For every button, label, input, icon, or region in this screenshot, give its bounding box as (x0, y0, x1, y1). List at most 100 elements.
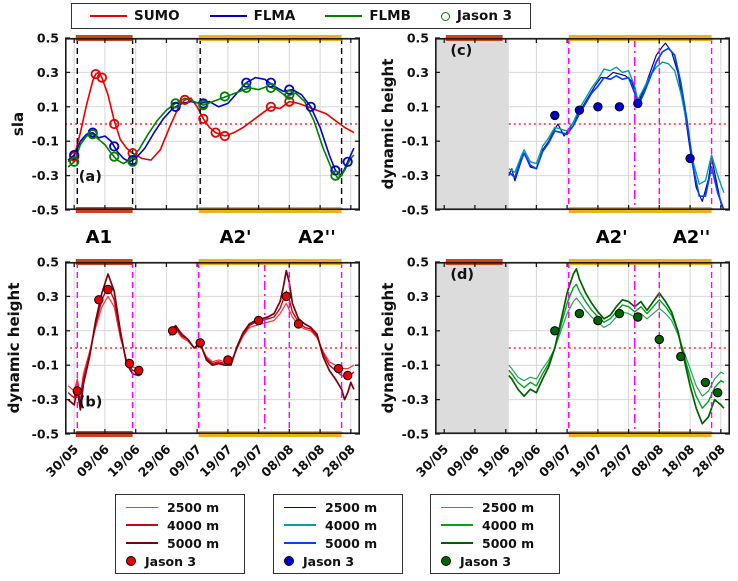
panel-letter: (d) (450, 267, 474, 283)
section-label-a2: A2' (595, 227, 628, 248)
svg-text:19/07: 19/07 (197, 442, 235, 480)
svg-text:0.3: 0.3 (407, 289, 429, 304)
x-tick-labels: 30/0509/0619/0629/0609/0719/0729/0708/08… (43, 441, 358, 480)
legend-label: SUMO (134, 8, 180, 24)
marker-jason-3-flmb (219, 91, 230, 102)
legend-label: FLMA (253, 8, 296, 24)
jason3-markers (550, 308, 723, 398)
series-lines (508, 42, 725, 211)
marker-jason-3 (124, 358, 135, 369)
marker-jason-3 (633, 312, 643, 322)
marker-jason-3-flmb (330, 170, 341, 181)
marker-jason-3 (333, 363, 344, 374)
series-2500-m (67, 295, 355, 395)
legend-top-item-flmb: FLMB (325, 8, 411, 24)
marker-jason-3-flmb (265, 82, 276, 94)
svg-text:29/07: 29/07 (227, 442, 265, 480)
marker-jason-3 (281, 291, 292, 302)
svg-text:-0.5: -0.5 (402, 203, 429, 218)
svg-text:-0.1: -0.1 (32, 358, 59, 373)
marker-jason-3 (72, 386, 82, 396)
svg-text:0.5: 0.5 (37, 31, 59, 46)
event-lines (76, 262, 343, 434)
marker-jason-3-flmb (127, 156, 138, 167)
legend-label: Jason 3 (460, 553, 512, 569)
svg-text:-0.5: -0.5 (402, 427, 429, 442)
svg-text:0.1: 0.1 (407, 99, 429, 114)
svg-text:-0.5: -0.5 (32, 427, 59, 442)
jason3-dot-icon (284, 556, 294, 566)
svg-text:18/08: 18/08 (289, 442, 327, 480)
marker-jason-3 (343, 370, 353, 381)
tick-marks (65, 37, 360, 211)
ylabel-panel-c: dynamic height (379, 58, 397, 190)
y-tick-labels: 0.5 0.3 0.1 -0.1 -0.3 -0.5 (402, 255, 429, 442)
marker-jason-3 (94, 295, 104, 305)
marker-jason-3-sumo (179, 94, 190, 106)
marker-jason-3-flma (330, 165, 341, 176)
svg-text:0.5: 0.5 (407, 255, 429, 270)
svg-text:-0.1: -0.1 (32, 134, 59, 149)
no-data-region (435, 262, 509, 434)
jason3-markers (550, 98, 695, 164)
marker-jason-3-sumo (198, 113, 209, 124)
marker-jason-3 (103, 284, 113, 295)
ylabel-panel-a: sla (9, 111, 27, 137)
legend-box-flma-depths: 2500 m 4000 m 5000 m Jason 3 (273, 494, 403, 574)
depth-line-sample-icon (284, 542, 316, 544)
svg-text:08/08: 08/08 (628, 442, 666, 480)
jason3-dot-icon (126, 556, 136, 566)
svg-text:-0.1: -0.1 (402, 134, 429, 149)
svg-text:09/07: 09/07 (166, 442, 204, 480)
svg-text:09/06: 09/06 (74, 441, 113, 480)
legend-label: 4000 m (167, 517, 220, 533)
svg-text:-0.3: -0.3 (32, 168, 59, 183)
marker-jason-3-flma (305, 101, 316, 112)
axes-frame (435, 38, 730, 210)
marker-jason-3 (253, 315, 264, 326)
tick-marks (435, 37, 730, 211)
marker-jason-3-flma (170, 101, 181, 112)
legend-row-4000-m: 4000 m (441, 517, 559, 533)
marker-jason-3 (633, 98, 643, 109)
section-label-a1: A1 (85, 227, 113, 248)
depth-line-sample-icon (284, 524, 316, 526)
ylabel-panel-b: dynamic height (5, 282, 23, 414)
panel-a-plot: 0.5 0.3 0.1 -0.1 -0.3 -0.5 (a) (32, 31, 360, 218)
panel-c-plot: 0.5 0.3 0.1 -0.1 -0.3 -0.5 (c) (402, 31, 730, 218)
legend-top-item-sumo: SUMO (90, 8, 180, 24)
legend-top-item-flma: FLMA (209, 8, 296, 24)
svg-text:28/08: 28/08 (689, 442, 727, 480)
marker-jason-3-sumo (284, 96, 295, 107)
depth-line-sample-icon (441, 506, 473, 508)
marker-jason-3 (195, 338, 205, 348)
marker-jason-3 (593, 315, 603, 326)
marker-jason-3-flmb (69, 156, 80, 167)
depth-line-sample-icon (441, 524, 473, 526)
svg-text:0.3: 0.3 (37, 65, 59, 80)
svg-text:29/06: 29/06 (135, 441, 174, 480)
svg-text:19/07: 19/07 (567, 442, 605, 480)
event-lines (567, 262, 713, 434)
marker-jason-3-flma (241, 77, 252, 88)
svg-text:0.1: 0.1 (407, 323, 429, 338)
jason3-markers (72, 284, 353, 396)
legend-label: Jason 3 (303, 553, 355, 569)
legend-label: 2500 m (325, 499, 378, 515)
svg-text:19/06: 19/06 (104, 441, 143, 480)
legend-box-flmb-depths: 2500 m 4000 m 5000 m Jason 3 (430, 494, 560, 574)
marker-jason-3-flmb (198, 99, 209, 111)
jason3-open-circle-icon (440, 11, 450, 21)
panel-letter: (c) (450, 43, 472, 59)
legend-row-4000-m: 4000 m (126, 517, 244, 533)
series-2500-m (508, 42, 725, 211)
y-tick-labels: 0.5 0.3 0.1 -0.1 -0.3 -0.5 (402, 31, 429, 218)
svg-text:09/07: 09/07 (536, 442, 574, 480)
marker-jason-3-flma (109, 141, 120, 152)
marker-jason-3-sumo (265, 101, 276, 112)
marker-jason-3 (574, 105, 585, 115)
marker-jason-3 (134, 365, 144, 376)
section-label-a2: A2'' (672, 227, 711, 248)
marker-jason-3-sumo (219, 130, 230, 142)
